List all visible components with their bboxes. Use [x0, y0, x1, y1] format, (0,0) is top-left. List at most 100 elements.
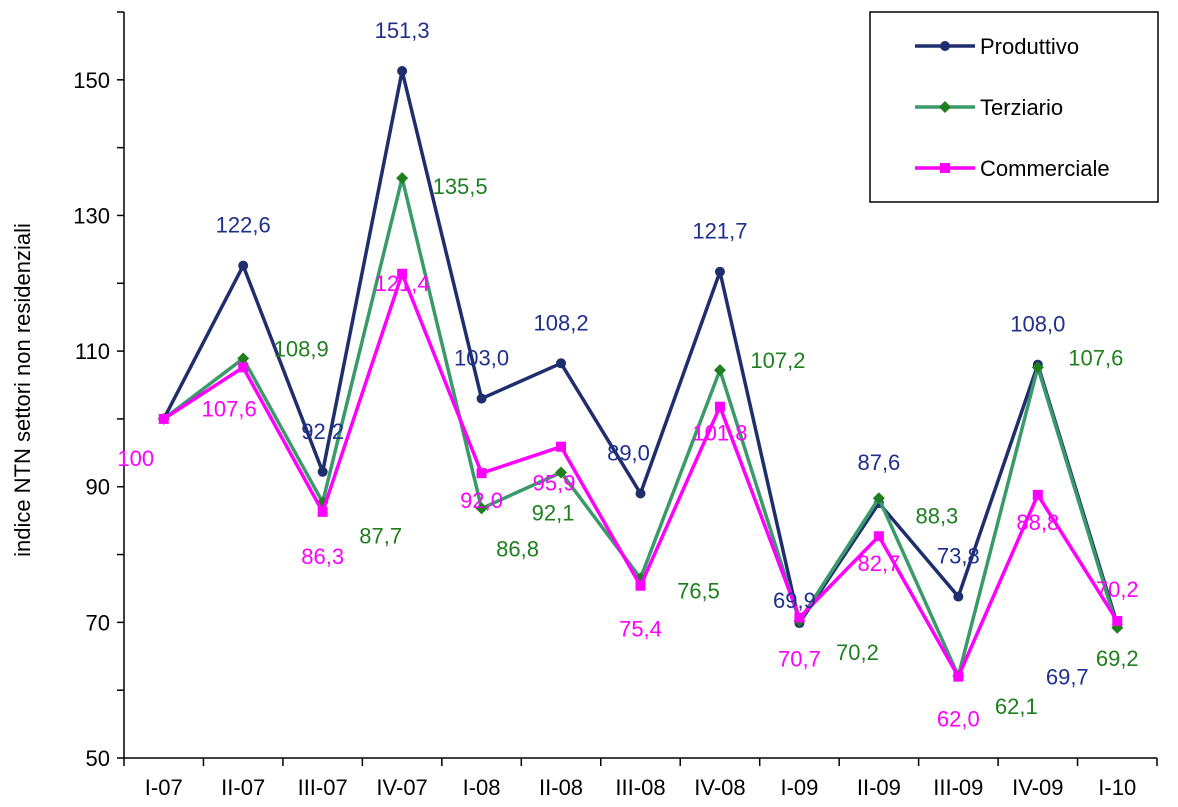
legend-marker: [940, 41, 950, 51]
data-point: [953, 671, 964, 682]
data-label: 135,5: [433, 174, 488, 199]
x-tick-label: III-09: [933, 775, 983, 800]
data-label: 100: [117, 446, 154, 471]
data-label: 70,7: [778, 647, 821, 672]
data-label: 121,7: [692, 219, 747, 244]
axes: 50 70 90 110 130 150 I-07 II-07 III-07 IV-07 I-08 I…: [73, 11, 1158, 800]
data-labels: 122,6 92,2 151,3 103,0 108,2 89,0 121,7 69,9 87,…: [117, 18, 1138, 732]
y-tick-label: 130: [73, 203, 110, 228]
series-commerciale: [158, 268, 1123, 682]
data-label: 121,4: [375, 271, 430, 296]
data-point: [635, 488, 646, 499]
legend: Produttivo Terziario Commerciale: [869, 11, 1159, 203]
data-point: [714, 266, 725, 277]
data-point: [794, 612, 805, 623]
data-label: 88,8: [1016, 510, 1059, 535]
data-label: 92,1: [532, 500, 575, 525]
data-point: [317, 506, 328, 517]
data-point: [237, 352, 250, 365]
data-label: 86,8: [496, 536, 539, 561]
y-tick-label: 50: [86, 746, 110, 771]
data-label: 107,2: [750, 348, 805, 373]
x-tick-label: II-09: [857, 775, 901, 800]
x-tick-label: I-07: [145, 775, 183, 800]
legend-label: Terziario: [980, 95, 1063, 120]
data-point: [1032, 489, 1043, 500]
data-point: [1031, 361, 1044, 374]
data-point: [873, 531, 884, 542]
data-label: 69,2: [1096, 646, 1139, 671]
data-point: [713, 364, 726, 377]
legend-label: Produttivo: [980, 34, 1079, 59]
data-label: 69,7: [1046, 664, 1089, 689]
legend-label: Commerciale: [980, 156, 1110, 181]
data-point: [238, 260, 249, 271]
legend-item-commerciale: Commerciale: [915, 156, 1110, 181]
data-label: 87,6: [857, 450, 900, 475]
x-tick-label: I-08: [463, 775, 501, 800]
data-point: [475, 502, 488, 515]
data-label: 88,3: [915, 503, 958, 528]
data-label: 75,4: [619, 617, 662, 642]
data-label: 122,6: [216, 213, 271, 238]
x-tick-label: IV-09: [1012, 775, 1063, 800]
data-label: 69,9: [773, 588, 816, 613]
y-tick-label: 70: [86, 610, 110, 635]
data-label: 107,6: [1068, 345, 1123, 370]
data-label: 62,1: [995, 694, 1038, 719]
data-label: 92,2: [301, 419, 344, 444]
data-point: [476, 393, 487, 404]
x-tick-label: II-08: [539, 775, 583, 800]
data-label: 151,3: [375, 18, 430, 43]
data-label: 82,7: [857, 551, 900, 576]
data-point: [714, 401, 725, 412]
data-label: 87,7: [359, 523, 402, 548]
data-point: [556, 358, 567, 369]
y-tick-label: 150: [73, 68, 110, 93]
y-tick-label: 90: [86, 475, 110, 500]
series-layer: [157, 66, 1124, 682]
x-tick-label: II-07: [221, 775, 265, 800]
x-tick-label: III-08: [615, 775, 665, 800]
data-label: 107,6: [202, 396, 257, 421]
data-label: 95,9: [533, 471, 576, 496]
data-point: [397, 66, 408, 77]
y-axis-title: indice NTN settori non residenziali: [10, 223, 35, 557]
data-point: [396, 172, 409, 185]
x-tick-label: III-07: [298, 775, 348, 800]
data-label: 108,0: [1010, 312, 1065, 337]
x-tick-label: IV-08: [694, 775, 745, 800]
data-label: 62,0: [937, 707, 980, 732]
x-tick-label: I-10: [1098, 775, 1136, 800]
data-point: [397, 268, 408, 279]
data-label: 103,0: [454, 346, 509, 371]
data-point: [158, 413, 169, 424]
data-point: [635, 580, 646, 591]
data-label: 108,9: [274, 337, 329, 362]
x-tick-label: I-09: [780, 775, 818, 800]
data-label: 73,8: [937, 544, 980, 569]
data-label: 86,3: [301, 544, 344, 569]
data-label: 92,0: [460, 488, 503, 513]
data-point: [953, 591, 964, 602]
data-point: [555, 466, 568, 479]
x-tick-label: IV-07: [376, 775, 427, 800]
data-label: 101,8: [692, 421, 747, 446]
data-label: 89,0: [607, 441, 650, 466]
data-label: 70,2: [1096, 577, 1139, 602]
data-point: [238, 362, 249, 373]
legend-item-terziario: Terziario: [915, 95, 1063, 120]
y-tick-label: 110: [75, 339, 110, 364]
data-label: 76,5: [677, 578, 720, 603]
data-point: [1112, 616, 1123, 627]
legend-marker: [939, 101, 951, 113]
data-point: [317, 466, 328, 477]
legend-item-produttivo: Produttivo: [915, 34, 1079, 59]
data-point: [872, 492, 885, 505]
data-point: [556, 441, 567, 452]
data-label: 70,2: [836, 640, 879, 665]
data-label: 108,2: [534, 310, 589, 335]
legend-marker: [940, 163, 950, 173]
data-point: [476, 468, 487, 479]
